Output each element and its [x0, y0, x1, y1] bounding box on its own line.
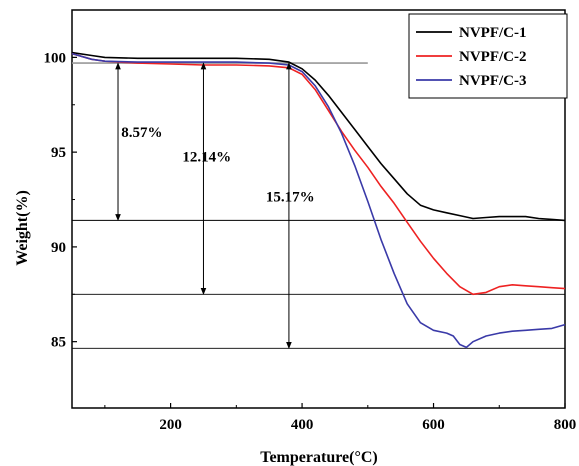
x-tick-label: 600: [422, 417, 445, 433]
y-tick-label: 85: [51, 335, 66, 351]
series-lines: [71, 51, 566, 349]
series-line-1: [71, 51, 566, 222]
y-tick-label: 100: [44, 50, 67, 66]
annotation-3: 15.17%: [266, 189, 315, 205]
y-axis-title: Weight(%): [14, 190, 31, 266]
axes: 200 400 600 800 85 90 95 100: [44, 50, 577, 433]
legend-label-3: NVPF/C-3: [459, 73, 527, 89]
annotations: 8.57% 12.14% 15.17%: [121, 125, 314, 205]
y-tick-label: 90: [51, 240, 66, 256]
y-tick-label: 95: [51, 145, 66, 161]
x-tick-label: 400: [291, 417, 314, 433]
legend-label-2: NVPF/C-2: [459, 49, 527, 65]
x-axis-title: Temperature(°C): [260, 449, 377, 466]
legend-label-1: NVPF/C-1: [459, 25, 527, 41]
x-tick-label: 200: [159, 417, 182, 433]
arrows: [115, 62, 292, 349]
plot-frame: [71, 9, 566, 409]
plot-area: [71, 9, 566, 409]
reference-lines: [72, 62, 565, 349]
annotation-2: 12.14%: [182, 150, 231, 166]
x-tick-label: 800: [554, 417, 577, 433]
annotation-1: 8.57%: [121, 125, 162, 141]
series-line-2: [71, 52, 566, 296]
series-line-3: [71, 52, 566, 349]
legend: NVPF/C-1 NVPF/C-2 NVPF/C-3: [408, 13, 568, 99]
